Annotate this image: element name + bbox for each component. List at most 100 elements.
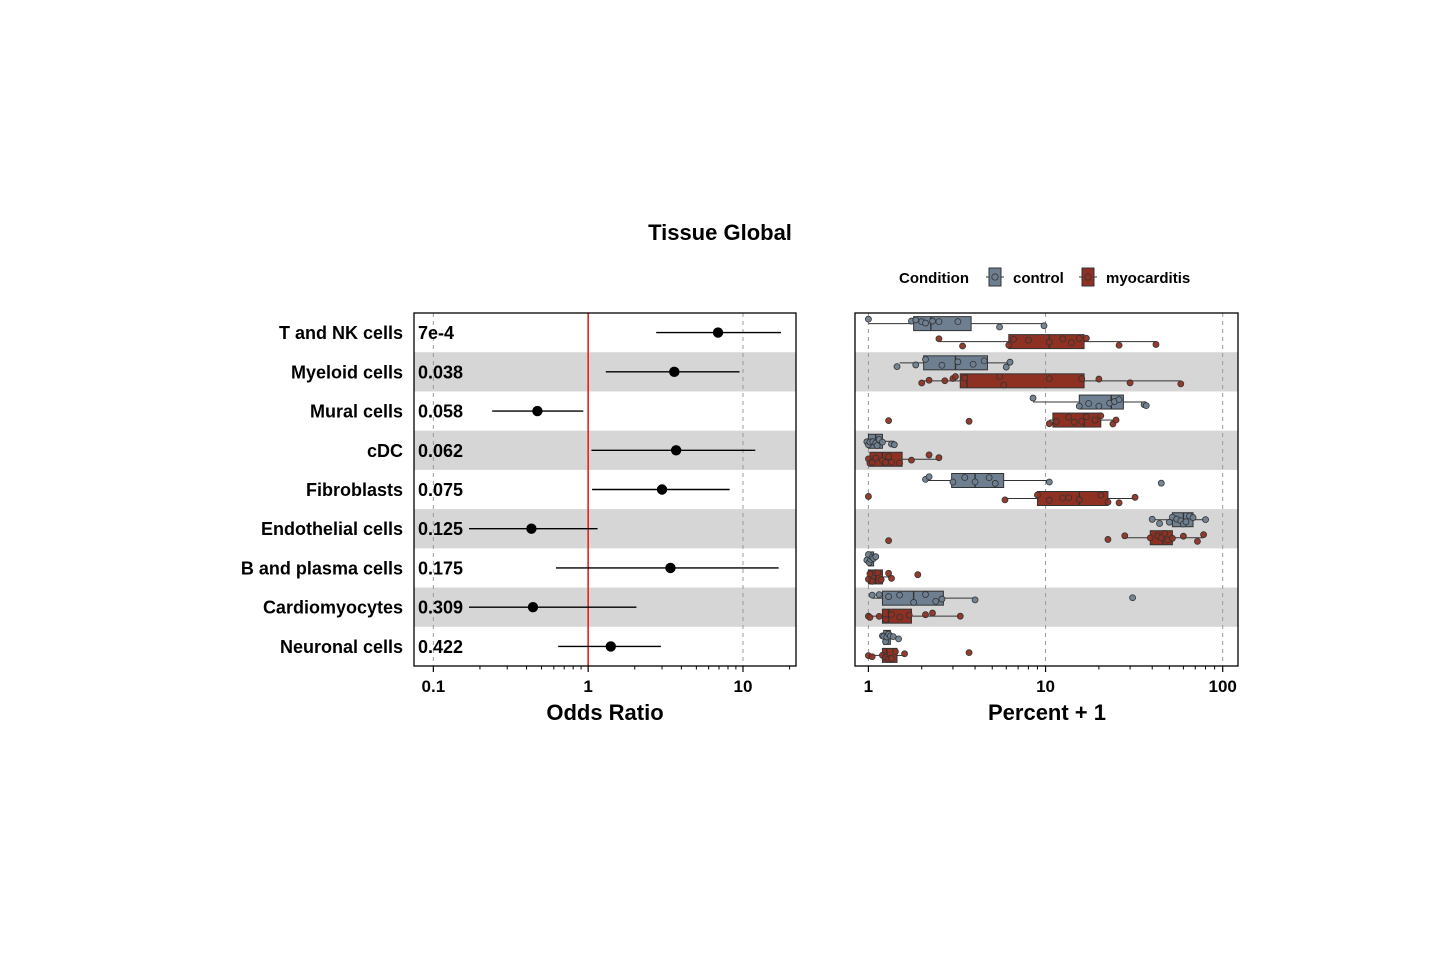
data-point-cardiomyocytes-control xyxy=(875,591,883,598)
data-point-neuronal-cells-myocarditis xyxy=(901,650,908,658)
data-point-t-and-nk-cells-control xyxy=(912,316,920,324)
data-point-fibroblasts-control xyxy=(1157,479,1165,487)
data-point-cardiomyocytes-myocarditis xyxy=(875,612,883,620)
odds-ratio-point-myeloid-cells xyxy=(669,366,680,378)
data-point-endothelial-cells-myocarditis xyxy=(1104,536,1112,543)
data-point-t-and-nk-cells-myocarditis xyxy=(1068,339,1075,347)
data-point-myeloid-cells-control xyxy=(912,361,920,369)
data-point-cardiomyocytes-control xyxy=(932,597,940,605)
data-point-myeloid-cells-myocarditis xyxy=(1177,380,1185,388)
legend-label-control: control xyxy=(1013,270,1064,287)
odds-ratio-point-cdc xyxy=(670,445,682,456)
data-point-cdc-myocarditis xyxy=(925,451,933,459)
data-point-mural-cells-myocarditis xyxy=(965,417,973,425)
data-point-mural-cells-control xyxy=(1085,400,1093,407)
odds-ratio-point-b-and-plasma-cells xyxy=(665,562,676,574)
data-point-cardiomyocytes-control xyxy=(910,599,918,606)
data-point-b-and-plasma-cells-myocarditis xyxy=(874,569,882,577)
row-shade xyxy=(855,430,1238,470)
data-point-cardiomyocytes-control xyxy=(1129,594,1136,602)
data-point-myeloid-cells-control xyxy=(1006,358,1014,366)
data-point-t-and-nk-cells-control xyxy=(922,319,929,327)
box-panel: 1 10 100 xyxy=(854,312,1239,696)
data-point-mural-cells-myocarditis xyxy=(1091,416,1099,424)
data-point-mural-cells-myocarditis xyxy=(1097,412,1105,420)
data-point-neuronal-cells-myocarditis xyxy=(868,653,876,661)
data-point-fibroblasts-control xyxy=(991,480,999,487)
data-point-b-and-plasma-cells-myocarditis xyxy=(888,574,895,582)
data-point-myeloid-cells-myocarditis xyxy=(961,374,969,382)
odds-ratio-point-neuronal-cells xyxy=(605,641,616,652)
data-point-mural-cells-myocarditis xyxy=(1082,413,1090,421)
data-point-cardiomyocytes-myocarditis xyxy=(882,615,889,623)
data-point-myeloid-cells-myocarditis xyxy=(996,373,1003,381)
data-point-fibroblasts-myocarditis xyxy=(1065,494,1073,502)
row-label-endothelial-cells: Endothelial cells xyxy=(261,519,403,539)
data-point-cardiomyocytes-control xyxy=(868,591,876,599)
data-point-fibroblasts-myocarditis xyxy=(865,493,872,500)
data-point-myeloid-cells-myocarditis xyxy=(1078,375,1086,383)
data-point-myeloid-cells-myocarditis xyxy=(1000,381,1008,389)
p-value-b-and-plasma-cells: 0.175 xyxy=(418,558,463,578)
forest-tick-label: 10 xyxy=(734,677,753,696)
data-point-cardiomyocytes-myocarditis xyxy=(866,613,874,621)
p-value-mural-cells: 0.058 xyxy=(418,402,463,422)
data-point-endothelial-cells-control xyxy=(1202,516,1209,524)
box-tick-label: 100 xyxy=(1209,677,1237,696)
data-point-t-and-nk-cells-control xyxy=(935,318,943,326)
row-label-neuronal-cells: Neuronal cells xyxy=(280,637,403,657)
data-point-cardiomyocytes-myocarditis xyxy=(922,611,929,619)
data-point-endothelial-cells-myocarditis xyxy=(1146,534,1154,542)
data-point-cardiomyocytes-myocarditis xyxy=(905,611,913,619)
row-label-cardiomyocytes: Cardiomyocytes xyxy=(263,598,403,618)
data-point-cardiomyocytes-control xyxy=(971,596,979,604)
data-point-myeloid-cells-control xyxy=(1002,363,1010,371)
legend-label-myocarditis: myocarditis xyxy=(1106,270,1190,287)
data-point-mural-cells-control xyxy=(1142,402,1150,410)
data-point-t-and-nk-cells-control xyxy=(954,318,962,326)
forest-tick-label: 1 xyxy=(583,677,592,696)
data-point-fibroblasts-control xyxy=(971,478,979,486)
data-point-cardiomyocytes-control xyxy=(896,591,904,599)
data-point-t-and-nk-cells-myocarditis xyxy=(1024,336,1032,344)
data-point-fibroblasts-myocarditis xyxy=(1131,493,1139,501)
data-point-myeloid-cells-myocarditis xyxy=(1045,375,1053,383)
data-point-cdc-myocarditis xyxy=(896,459,904,467)
data-point-neuronal-cells-myocarditis xyxy=(888,655,895,662)
p-value-myeloid-cells: 0.038 xyxy=(418,362,463,382)
data-point-fibroblasts-myocarditis xyxy=(1001,496,1009,504)
data-point-neuronal-cells-myocarditis xyxy=(965,649,973,657)
data-point-mural-cells-myocarditis xyxy=(1052,418,1060,425)
data-point-t-and-nk-cells-control xyxy=(929,317,936,325)
data-point-endothelial-cells-myocarditis xyxy=(1168,534,1176,542)
odds-ratio-point-mural-cells xyxy=(532,405,543,417)
data-point-t-and-nk-cells-myocarditis xyxy=(1115,341,1123,349)
forest-x-axis-title: Odds Ratio xyxy=(546,700,663,725)
row-label-mural-cells: Mural cells xyxy=(310,402,403,422)
data-point-mural-cells-control xyxy=(1115,396,1123,404)
data-point-cdc-control xyxy=(879,438,886,446)
p-value-fibroblasts: 0.075 xyxy=(418,480,463,500)
data-point-neuronal-cells-control xyxy=(895,635,902,643)
row-label-cdc: cDC xyxy=(367,441,403,461)
data-point-fibroblasts-myocarditis xyxy=(1075,496,1083,504)
data-point-endothelial-cells-control xyxy=(1182,518,1190,526)
data-point-b-and-plasma-cells-control xyxy=(872,553,880,561)
row-label-t-and-nk-cells: T and NK cells xyxy=(279,323,403,343)
data-point-cdc-myocarditis xyxy=(888,458,895,466)
data-point-neuronal-cells-myocarditis xyxy=(891,648,899,656)
data-point-cardiomyocytes-myocarditis xyxy=(956,612,964,620)
data-point-mural-cells-control xyxy=(1095,402,1103,410)
data-point-cdc-myocarditis xyxy=(882,459,889,466)
box-frame xyxy=(854,312,1239,667)
data-point-t-and-nk-cells-myocarditis xyxy=(1082,334,1090,342)
data-point-cardiomyocytes-control xyxy=(885,593,892,600)
data-point-t-and-nk-cells-myocarditis xyxy=(1010,335,1017,343)
data-point-mural-cells-myocarditis xyxy=(1045,420,1053,428)
data-point-t-and-nk-cells-control xyxy=(1040,322,1048,330)
data-point-endothelial-cells-control xyxy=(1189,514,1197,521)
row-label-b-and-plasma-cells: B and plasma cells xyxy=(241,558,403,578)
data-point-endothelial-cells-myocarditis xyxy=(1180,532,1187,540)
